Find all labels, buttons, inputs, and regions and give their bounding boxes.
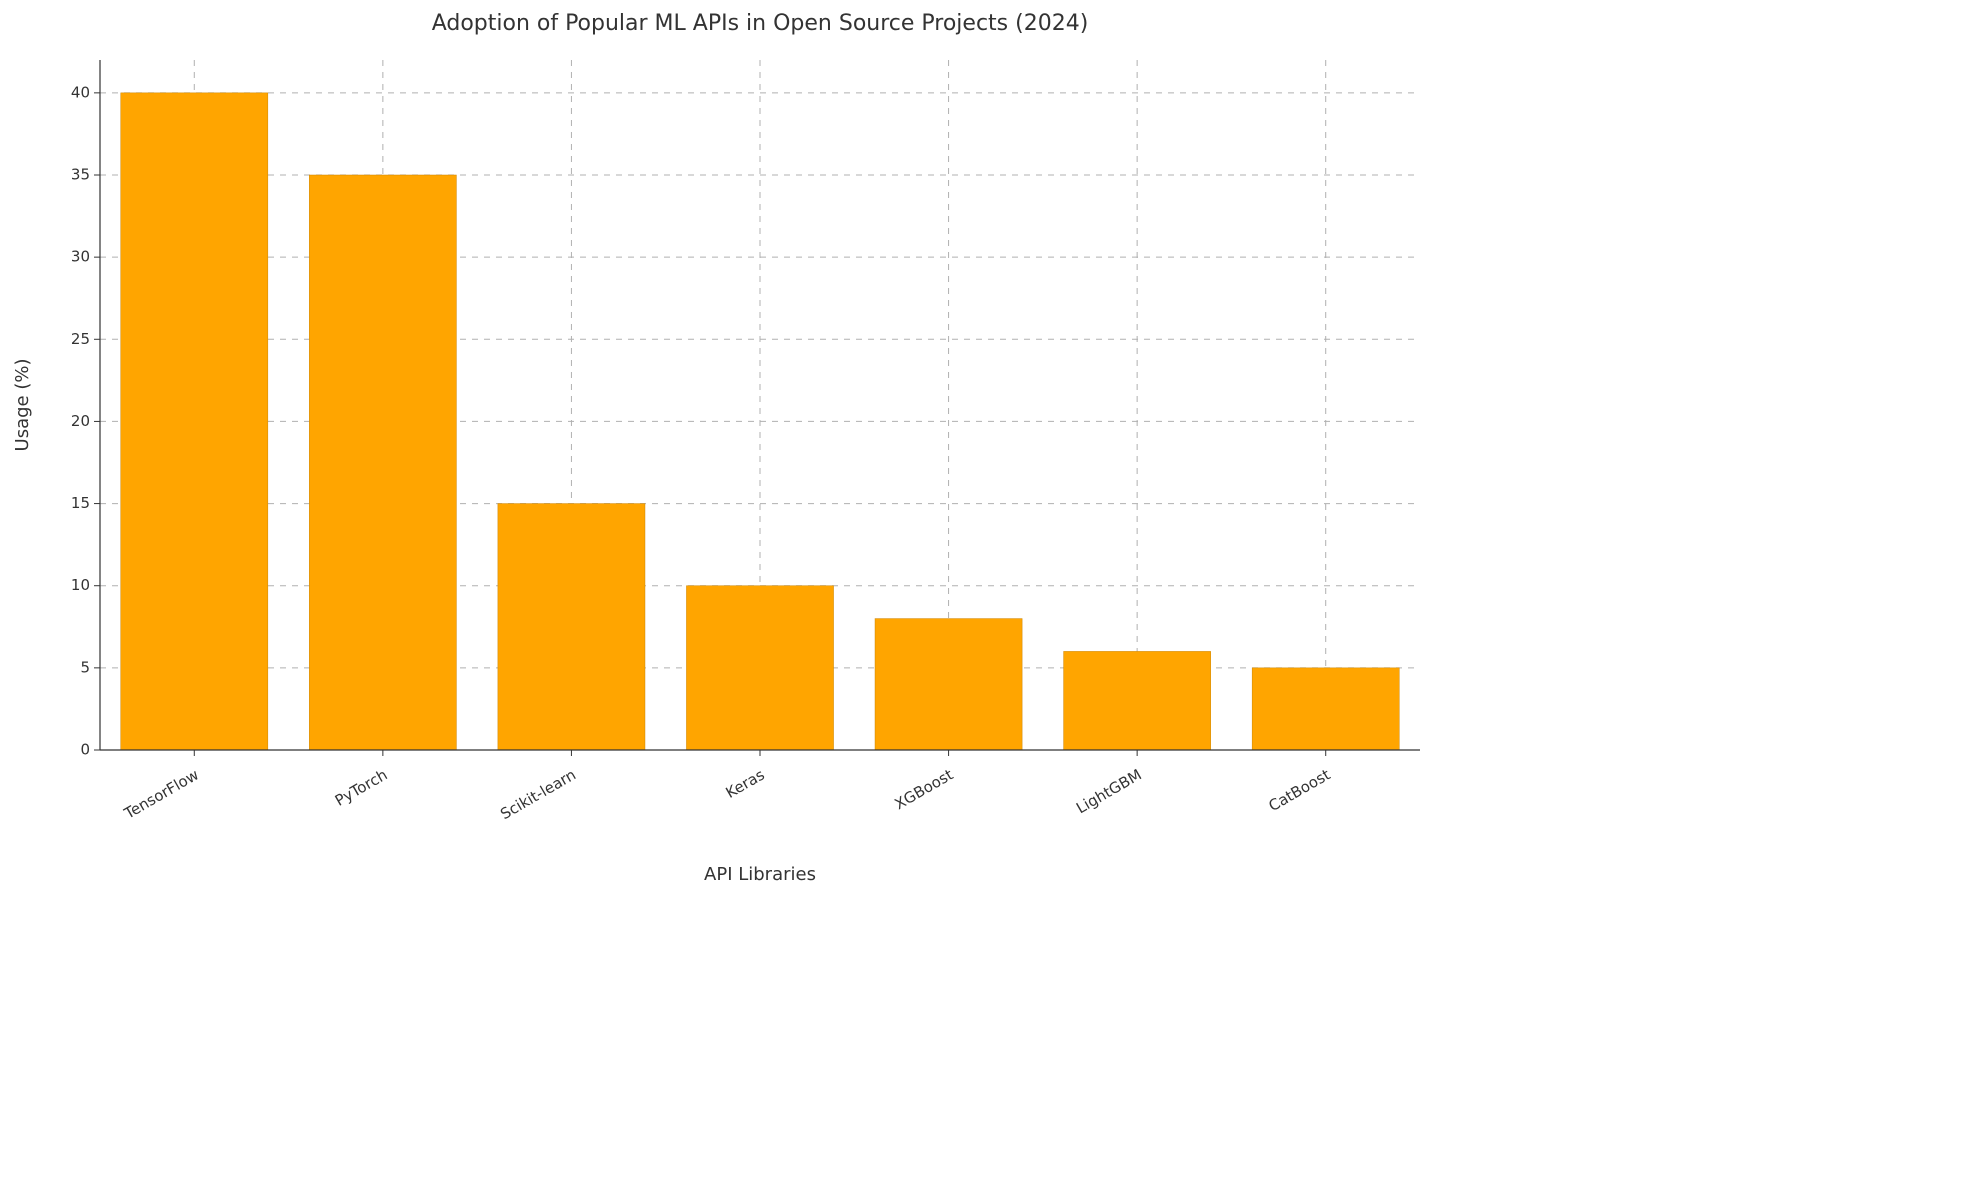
y-tick-label: 35 bbox=[71, 166, 90, 184]
bar bbox=[498, 504, 645, 750]
y-tick-label: 40 bbox=[71, 83, 90, 101]
y-tick-label: 10 bbox=[71, 576, 90, 594]
y-tick-label: 30 bbox=[71, 248, 90, 266]
y-axis-label: Usage (%) bbox=[12, 359, 33, 452]
x-tick-label: Scikit-learn bbox=[497, 766, 579, 824]
y-tick-label: 25 bbox=[71, 330, 90, 348]
chart-container: 0 5 10 15 20 25 30 35 40 TensorFlow PyTorch Scikit-… bbox=[0, 0, 1980, 900]
x-tick-label: CatBoost bbox=[1266, 766, 1334, 816]
x-tick-label: TensorFlow bbox=[120, 766, 202, 823]
bar bbox=[686, 586, 833, 750]
x-axis-label: API Libraries bbox=[704, 864, 816, 885]
x-tick-label: LightGBM bbox=[1073, 766, 1145, 818]
bar-chart: 0 5 10 15 20 25 30 35 40 TensorFlow PyTorch Scikit-… bbox=[0, 0, 1460, 900]
bar bbox=[1064, 651, 1211, 750]
x-tick-label: XGBoost bbox=[892, 766, 957, 814]
y-tick-label: 5 bbox=[80, 658, 90, 676]
y-tick-label: 20 bbox=[71, 412, 90, 430]
bar bbox=[121, 93, 268, 750]
bar bbox=[875, 619, 1022, 750]
bar bbox=[309, 175, 456, 750]
chart-title: Adoption of Popular ML APIs in Open Sour… bbox=[432, 11, 1089, 36]
x-tick-label: PyTorch bbox=[332, 766, 391, 810]
bar bbox=[1252, 668, 1399, 750]
y-tick-label: 15 bbox=[71, 494, 90, 512]
x-tick-label: Keras bbox=[723, 765, 768, 801]
y-tick-label: 0 bbox=[80, 741, 90, 759]
